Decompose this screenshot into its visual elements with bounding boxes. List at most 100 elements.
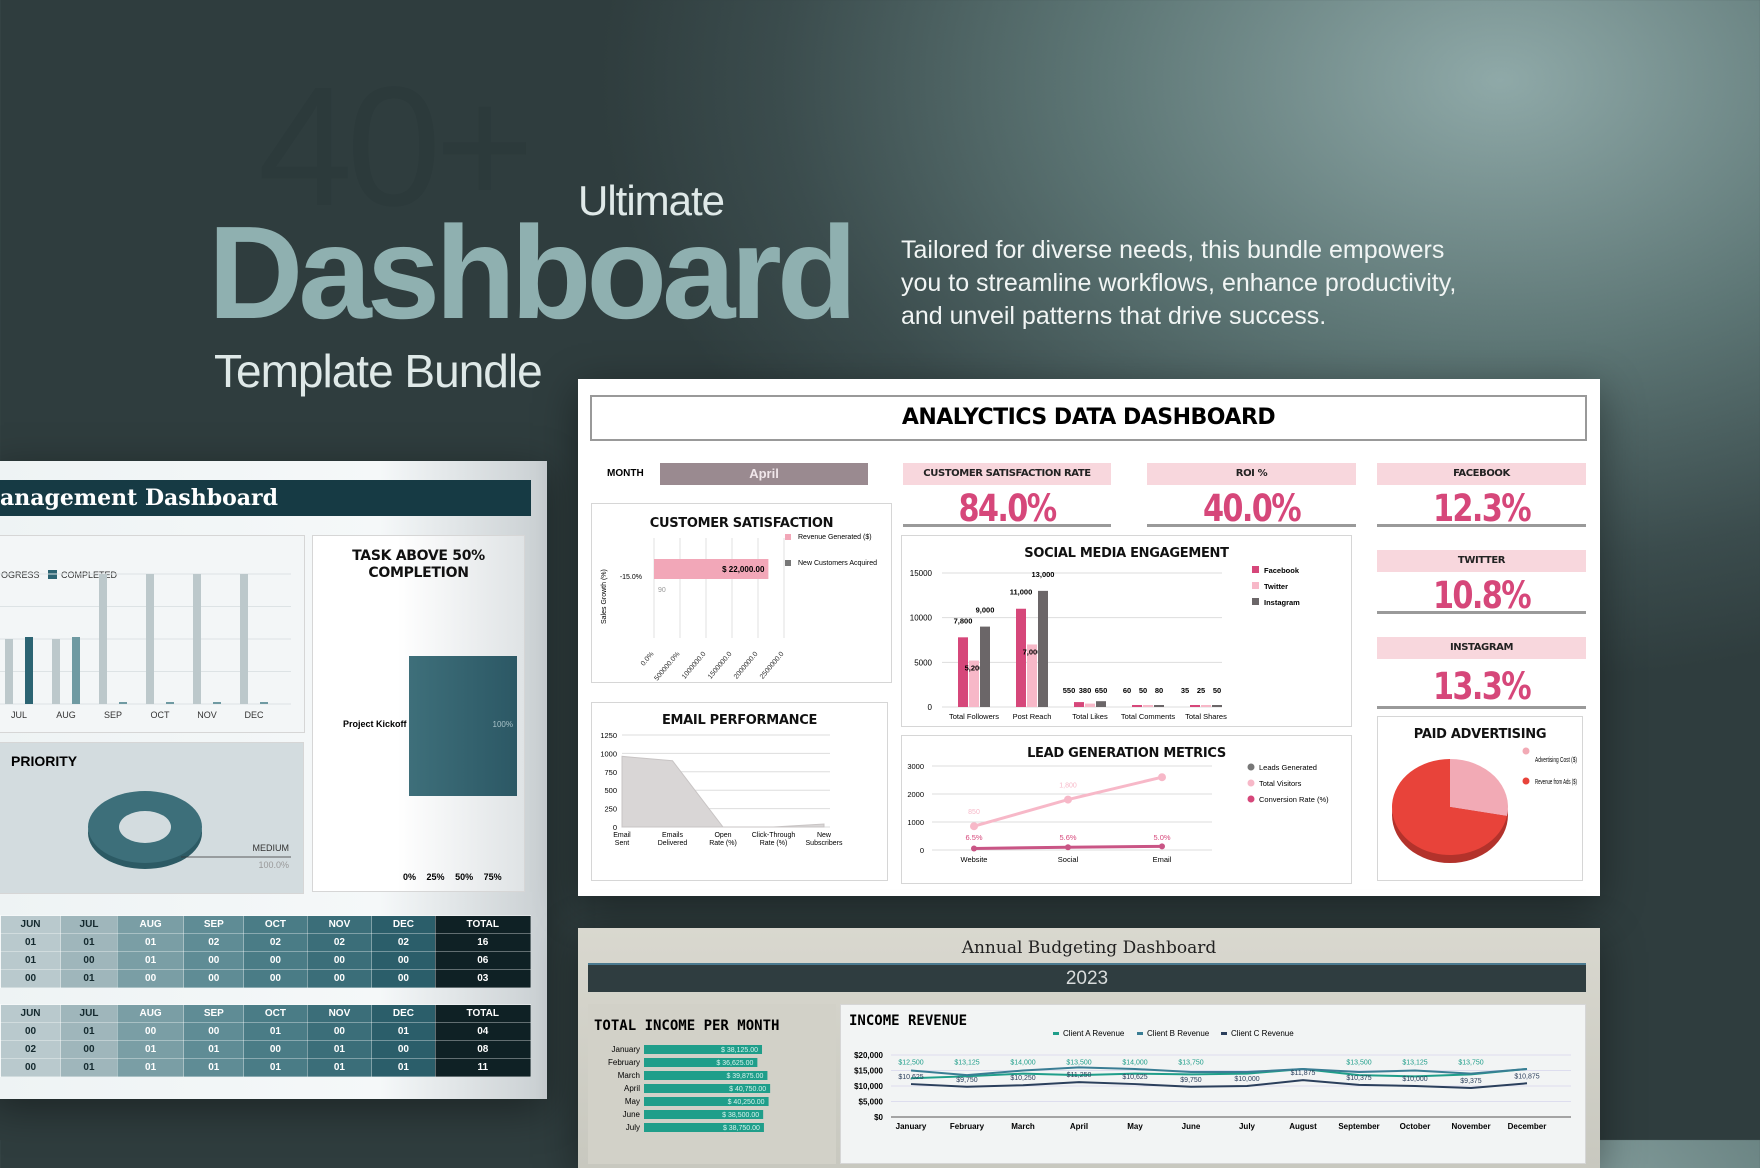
task-completion-panel: TASK ABOVE 50% COMPLETION Project Kickof… <box>312 535 525 892</box>
chart-svg: 0 1000 2000 3000 850 6.5% Website 1,800 5.6% Soci… <box>907 762 1329 864</box>
bar-label: 650 <box>1095 686 1108 695</box>
table-cell: 01 <box>183 1058 245 1077</box>
x-tick: Rate (%) <box>709 840 737 847</box>
bar-label: 7,800 <box>954 616 973 625</box>
point-label: $12,500 <box>898 1060 923 1067</box>
x-tick: SEP <box>104 710 122 720</box>
income-revenue-chart: INCOME REVENUE $0 $5,000 $10,000 $15,000 $20… <box>840 1004 1586 1164</box>
legend-label: Instagram <box>1264 598 1300 607</box>
legend-label: New Customers Acquired <box>798 560 877 567</box>
point-label: $13,500 <box>1346 1060 1371 1067</box>
y-tick: 1000 <box>907 818 924 827</box>
project-table-2: JUN JUL AUG SEP OCT NOV DEC TOTAL 00 01 00 00 01 00 01… <box>0 1004 532 1077</box>
point-total-visitors <box>970 822 978 831</box>
x-tick: Sent <box>615 840 629 847</box>
priority-panel: PRIORITY MEDIUM 100.0% <box>0 742 304 894</box>
point-label: $14,000 <box>1010 1060 1035 1067</box>
bar-twitter <box>1143 705 1153 707</box>
legend-swatch <box>1221 1032 1227 1035</box>
donut-hole <box>119 811 171 843</box>
line-client-c-revenue <box>910 1079 1528 1089</box>
x-tick: May <box>1127 1122 1143 1131</box>
legend-swatch <box>1252 566 1259 573</box>
point-label: $13,750 <box>1178 1060 1203 1067</box>
paid-advertising-chart: PAID ADVERTISING Advertising Cost ($) Rev… <box>1377 716 1583 881</box>
point-total-visitors <box>1064 795 1072 804</box>
y-tick: 750 <box>604 768 617 777</box>
x-tick: Total Likes <box>1072 712 1108 721</box>
bar-label: 80 <box>1155 686 1163 695</box>
point-label: $13,750 <box>1458 1060 1483 1067</box>
bar-label: 25 <box>1197 686 1205 695</box>
y-tick: January <box>612 1045 640 1054</box>
bar <box>644 1084 771 1093</box>
bar <box>644 1058 758 1067</box>
legend-in-progress: OGRESS <box>1 570 40 580</box>
table-row: 02 00 01 01 00 01 00 08 <box>0 1040 532 1059</box>
chart-svg: 0 5000 10000 15000 7,800 5,200 9,000 Total Foll… <box>910 566 1300 721</box>
bar <box>644 1045 763 1054</box>
point-label: $10,000 <box>1402 1076 1427 1083</box>
kpi-divider <box>1147 524 1356 527</box>
table-cell: 01 <box>0 951 62 970</box>
table-row: 00 01 00 00 00 00 00 03 <box>0 969 532 988</box>
table-cell: AUG <box>116 915 185 934</box>
table-cell: JUN <box>0 1004 62 1023</box>
point-label: $9,750 <box>956 1077 978 1084</box>
kpi-value: 84.0% <box>958 487 1057 530</box>
table-row: 01 01 01 02 02 02 02 16 <box>0 933 532 952</box>
bar-twitter <box>1027 644 1037 707</box>
priority-title: PRIORITY <box>11 753 78 769</box>
bar-facebook <box>1016 608 1026 707</box>
y-tick: $0 <box>874 1113 883 1122</box>
table-cell: 16 <box>434 933 532 952</box>
bar <box>644 1071 768 1080</box>
point-label: 1,800 <box>1059 783 1077 790</box>
x-tick: DEC <box>244 710 264 720</box>
x-tick: 0.0% <box>640 651 656 668</box>
x-tick: Total Shares <box>1185 712 1227 721</box>
point-leads <box>971 845 977 852</box>
table-cell: SEP <box>183 915 245 934</box>
x-tick: April <box>1070 1122 1088 1131</box>
x-tick: New <box>817 832 832 839</box>
bar-label: $ 38,750.00 <box>723 1125 760 1132</box>
point-label: 5.6% <box>1059 833 1076 842</box>
x-tick: 2000000.0 <box>733 651 760 681</box>
bar-in-progress <box>146 574 154 704</box>
table-cell: AUG <box>116 1004 185 1023</box>
x-tick: January <box>896 1122 927 1131</box>
bar-in-progress <box>52 639 60 704</box>
kpi-divider <box>1377 706 1586 709</box>
x-tick: NOV <box>197 710 217 720</box>
point-label: $13,125 <box>1402 1060 1427 1067</box>
table-cell: 01 <box>116 951 185 970</box>
bar-instagram <box>1096 701 1106 707</box>
legend-label: Twitter <box>1264 582 1288 591</box>
kpi-value: 10.8% <box>1432 574 1532 617</box>
bar-label: 5,200 <box>965 664 984 673</box>
table-cell: 00 <box>371 969 436 988</box>
project-table-1: JUN JUL AUG SEP OCT NOV DEC TOTAL 01 01 01 02 02 02 02… <box>0 915 532 988</box>
bar-instagram <box>1038 590 1048 707</box>
y-tick: 2000 <box>907 790 924 799</box>
bar <box>644 1097 769 1106</box>
legend-swatch <box>1522 747 1530 755</box>
table-cell: 00 <box>306 951 373 970</box>
bar-instagram <box>980 626 990 707</box>
table-cell: 00 <box>306 1022 373 1041</box>
legend-swatch <box>785 560 791 566</box>
chart-title: CUSTOMER SATISFACTION <box>649 516 834 531</box>
table-cell: 00 <box>116 969 185 988</box>
month-select[interactable]: April <box>660 463 868 485</box>
budget-year: 2023 <box>588 963 1586 992</box>
y-tick: 15000 <box>910 569 933 578</box>
total-income-chart: TOTAL INCOME PER MONTH January $ 38,125.0… <box>588 1004 836 1164</box>
table-cell: DEC <box>371 1004 436 1023</box>
bar-label: $ 39,875.00 <box>726 1073 763 1080</box>
point-label: $11,250 <box>1067 1072 1092 1079</box>
y-tick: 1250 <box>600 731 617 740</box>
table-cell: 01 <box>306 1040 373 1059</box>
tick: 0% <box>403 872 417 882</box>
